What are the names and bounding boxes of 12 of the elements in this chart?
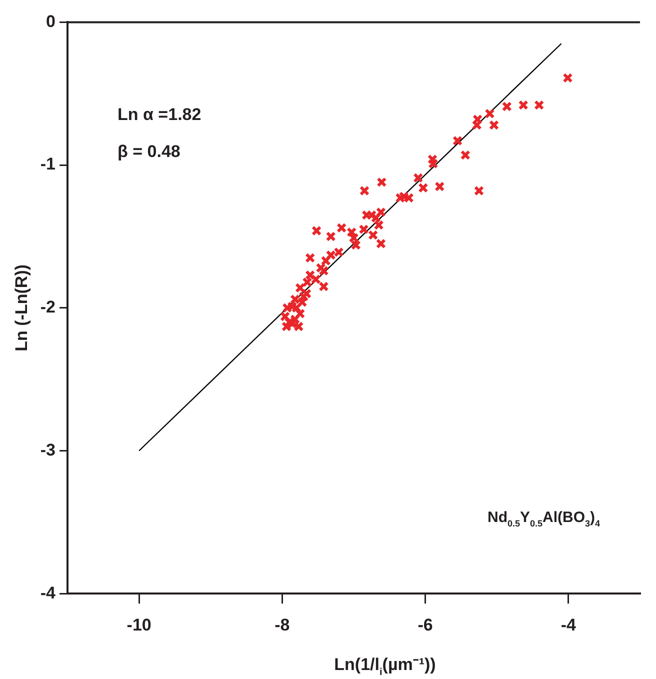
y-tick-label: -3 (40, 440, 56, 460)
x-tick-label: -10 (126, 615, 152, 634)
x-tick-label: -8 (274, 615, 290, 634)
y-tick-label: 0 (46, 12, 56, 31)
x-tick-label: -6 (418, 615, 433, 634)
y-tick-label: -4 (40, 583, 56, 602)
y-tick-label: -2 (40, 298, 56, 317)
y-tick-label: -1 (40, 154, 56, 174)
annotation: β = 0.48 (118, 142, 180, 162)
y-axis-title: Ln (-Ln(R)) (12, 264, 31, 352)
x-tick-label: -4 (560, 615, 577, 634)
annotation: Ln α =1.82 (118, 105, 202, 124)
